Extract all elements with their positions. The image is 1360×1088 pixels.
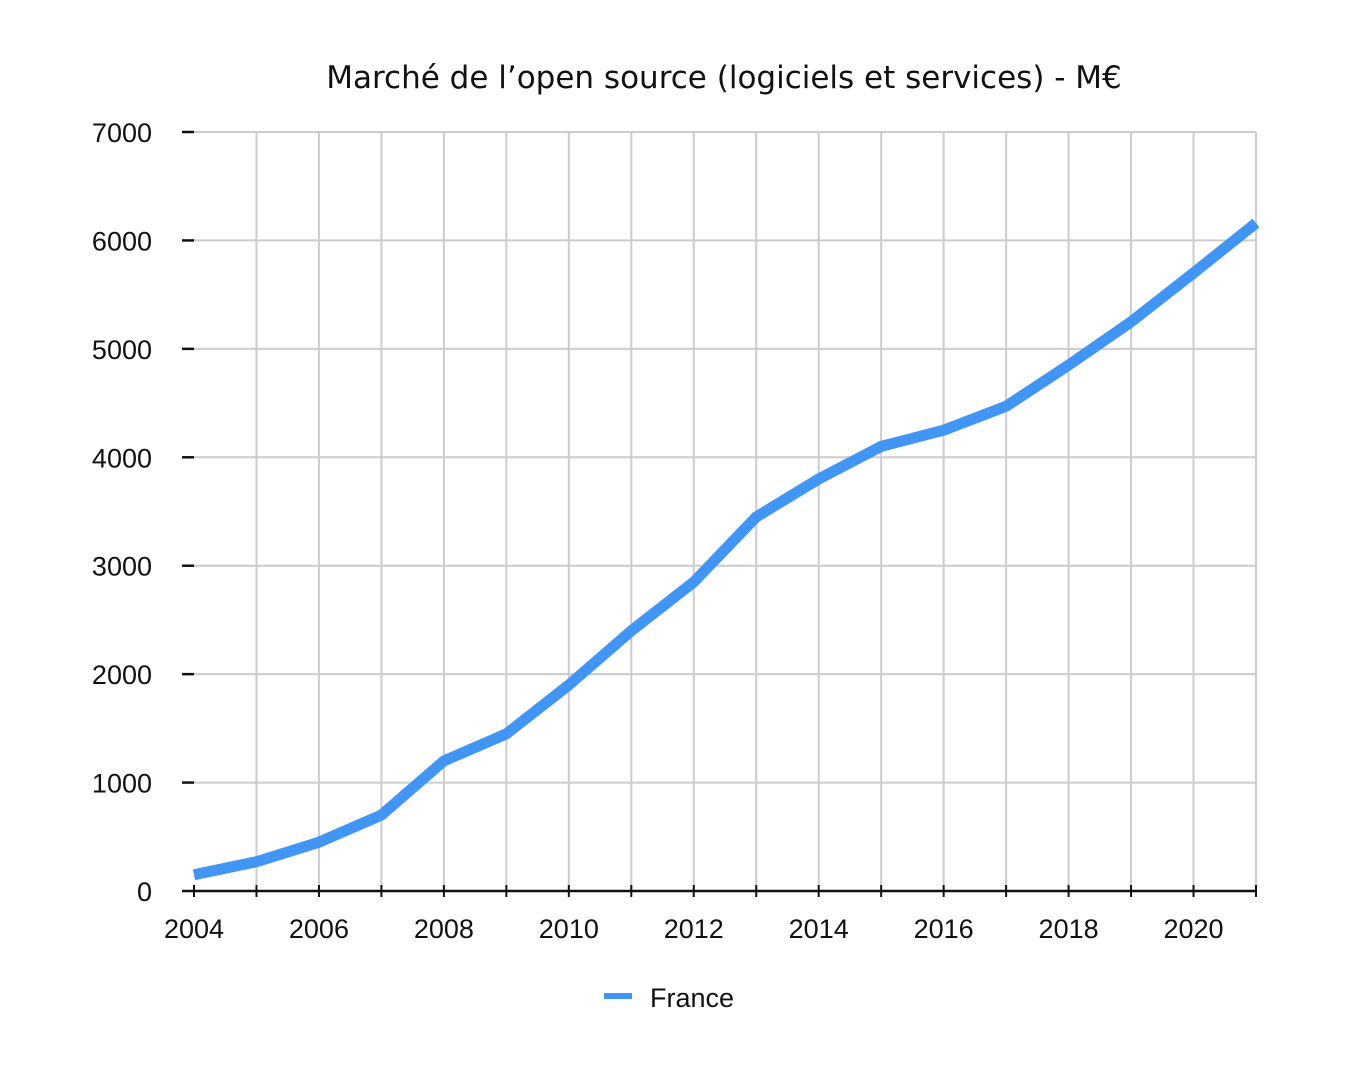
x-tick-label: 2016: [914, 914, 974, 944]
x-tick-label: 2020: [1163, 914, 1223, 944]
y-tick-label: 1000: [92, 769, 152, 799]
data-point: [754, 515, 758, 519]
data-point: [1192, 271, 1196, 275]
x-tick-label: 2014: [789, 914, 849, 944]
data-point: [1004, 404, 1008, 408]
data-point: [442, 759, 446, 763]
x-tick-label: 2008: [414, 914, 474, 944]
x-tick-label: 2006: [289, 914, 349, 944]
axes: [193, 885, 1257, 897]
series-layer: [192, 218, 1260, 881]
y-tick-label: 4000: [92, 443, 152, 473]
data-point: [1129, 320, 1133, 324]
data-point: [879, 444, 883, 448]
legend-label: France: [650, 983, 734, 1013]
legend-item[interactable]: France: [604, 983, 734, 1013]
data-point: [317, 840, 321, 844]
y-tick-label: 3000: [92, 552, 152, 582]
data-point: [817, 477, 821, 481]
data-point: [1067, 363, 1071, 367]
y-tick-label: 5000: [92, 335, 152, 365]
x-axis-ticks: 2004 2006 2008 2010 2012 2014 2016 2018 2020: [164, 914, 1224, 944]
data-point: [692, 580, 696, 584]
data-point: [379, 813, 383, 817]
y-tick-label: 2000: [92, 660, 152, 690]
y-tick-label: 0: [137, 877, 152, 907]
series-line-france: [192, 218, 1260, 881]
x-tick-label: 2010: [539, 914, 599, 944]
legend[interactable]: France: [604, 983, 734, 1013]
y-tick-label: 6000: [92, 226, 152, 256]
x-tick-label: 2012: [664, 914, 724, 944]
x-tick-label: 2004: [164, 914, 224, 944]
grid-lines: [194, 131, 1257, 891]
y-tick-label: 7000: [92, 118, 152, 148]
data-point: [942, 428, 946, 432]
chart-title: Marché de l’open source (logiciels et se…: [326, 60, 1122, 96]
data-point: [504, 732, 508, 736]
x-tick-label: 2018: [1039, 914, 1099, 944]
data-point: [567, 683, 571, 687]
data-point: [1254, 221, 1258, 225]
data-point: [192, 873, 196, 877]
y-axis-ticks: 0 1000 2000 3000 4000 5000 6000 7000: [92, 118, 194, 907]
data-point: [629, 629, 633, 633]
data-point: [254, 860, 258, 864]
